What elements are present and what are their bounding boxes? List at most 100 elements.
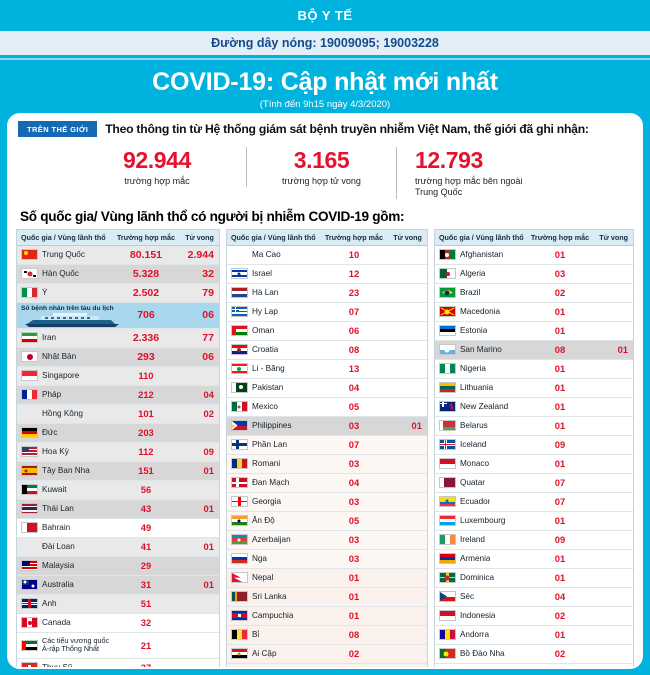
table-row[interactable]: Nigeria 01 <box>434 359 633 379</box>
table-row[interactable]: Israel 12 <box>226 264 427 284</box>
table-row[interactable]: Đan Mạch 04 <box>226 473 427 493</box>
header-deaths: Tử vong <box>185 232 214 242</box>
table-row[interactable]: Iran 2.336 77 <box>17 328 219 348</box>
deaths-value: 01 <box>203 579 214 590</box>
table-row[interactable]: Anh 51 <box>17 594 219 614</box>
table-row[interactable]: Các tiểu vương quốc Ả-rập Thống Nhất 21 <box>17 632 219 659</box>
table-row[interactable]: Mexico 05 <box>226 397 427 417</box>
table-row[interactable]: Singapore 110 <box>17 366 219 386</box>
table-row[interactable]: Trung Quốc 80.151 2.944 <box>17 245 219 265</box>
content-card: TRÊN THẾ GIỚI Theo thông tin từ Hệ thống… <box>7 113 643 669</box>
cases-value: 01 <box>348 572 360 583</box>
table-row[interactable]: Azerbaijan 03 <box>226 530 427 550</box>
country-name: Campuchia <box>251 611 294 620</box>
country-table-2: Quốc gia / Vùng lãnh thổ Trường hợp mắc Tử… <box>225 228 428 669</box>
cases-value: 01 <box>323 667 385 669</box>
table-row[interactable]: Pháp 212 04 <box>17 385 219 405</box>
table-row[interactable]: Estonia 01 <box>434 321 633 341</box>
table-row[interactable]: Ecuador 07 <box>434 492 633 512</box>
table-row[interactable]: Campuchia 01 <box>226 606 427 626</box>
table-row[interactable]: Ma Cao 10 <box>226 245 427 265</box>
table-row[interactable]: Lithuania 01 <box>434 378 633 398</box>
table-row[interactable]: Romani 03 <box>226 454 427 474</box>
table-row[interactable]: Hồng Kông 101 02 <box>17 404 219 424</box>
table-row[interactable]: Malaysia 29 <box>17 556 219 576</box>
country-name: Bahrain <box>42 523 71 532</box>
table-row[interactable]: Nga 03 <box>226 549 427 569</box>
deaths-value: 32 <box>202 267 214 280</box>
cases-value: 07 <box>554 477 566 488</box>
table-row[interactable]: Monaco 01 <box>434 454 633 474</box>
table-row[interactable]: Bahrain 49 <box>17 518 219 538</box>
table-row[interactable]: Thụy Sỹ 37 <box>17 658 219 667</box>
table-row[interactable]: Macedonia 01 <box>434 302 633 322</box>
table-row[interactable]: Hoa Kỳ 112 09 <box>17 442 219 462</box>
table-row[interactable]: Latvia 01 <box>226 663 427 669</box>
flag-by-icon <box>438 420 456 431</box>
flag-au-icon <box>21 579 38 590</box>
country-cell: Campuchia <box>227 610 323 621</box>
table-row[interactable]: Iceland 09 <box>434 435 633 455</box>
country-name: Đài Loan <box>42 542 75 551</box>
table-row[interactable]: Kuwait 56 <box>17 480 219 500</box>
table-row[interactable]: Croatia 08 <box>226 340 427 360</box>
table-row[interactable]: Georgia 03 <box>226 492 427 512</box>
table-row[interactable]: Tây Ban Nha 151 01 <box>17 461 219 481</box>
flag-it-icon <box>21 287 38 298</box>
table-row[interactable]: San Marino 08 01 <box>434 340 633 360</box>
table-row[interactable]: Nhật Bản 293 06 <box>17 347 219 367</box>
table-row[interactable]: Andorra 01 <box>434 625 633 645</box>
table-row[interactable]: Bỉ 08 <box>226 625 427 645</box>
table-row[interactable]: Đức 203 <box>17 423 219 443</box>
table-row[interactable]: Oman 06 <box>226 321 427 341</box>
table-row[interactable]: Ý 2.502 79 <box>17 283 219 303</box>
country-cell: Li - Băng <box>227 363 323 374</box>
country-name: Ecuador <box>459 497 491 506</box>
table-row[interactable]: Brazil 02 <box>434 283 633 303</box>
table-row[interactable]: Jordan 01 <box>434 663 633 669</box>
cases-value: 23 <box>348 287 360 298</box>
table-row[interactable]: Indonesia 02 <box>434 606 633 626</box>
table-row[interactable]: Ấn Độ 05 <box>226 511 427 531</box>
table-row[interactable]: Pakistan 04 <box>226 378 427 398</box>
table-row[interactable]: Hy Lạp 07 <box>226 302 427 322</box>
flag-th-icon <box>21 503 38 514</box>
country-name: Ireland <box>459 535 485 544</box>
country-name: Hy Lạp <box>251 307 278 316</box>
table-row[interactable]: Số bệnh nhân trên tàu du lịch 706 06 <box>17 302 219 329</box>
table-row[interactable]: Ai Cập 02 <box>226 644 427 664</box>
table-row[interactable]: New Zealand 01 <box>434 397 633 417</box>
country-name: Jordan <box>460 668 485 669</box>
table-row[interactable]: Phần Lan 07 <box>226 435 427 455</box>
stat-value: 3.165 <box>293 147 350 173</box>
cases-value: 112 <box>138 446 154 457</box>
table-row[interactable]: Li - Băng 13 <box>226 359 427 379</box>
table-row[interactable]: Hàn Quốc 5.328 32 <box>17 264 219 284</box>
table-row[interactable]: Ireland 09 <box>434 530 633 550</box>
country-cell: Latvia <box>227 667 323 669</box>
table-row[interactable]: Australia 31 01 <box>17 575 219 595</box>
table-row[interactable]: Quatar 07 <box>434 473 633 493</box>
table-row[interactable]: Đài Loan 41 01 <box>17 537 219 557</box>
table-row[interactable]: Afghanistan 01 <box>434 245 633 265</box>
flag-lv-icon <box>231 667 248 669</box>
table-row[interactable]: Armenia 01 <box>434 549 633 569</box>
country-cell: Hồng Kông <box>17 408 115 419</box>
table-row[interactable]: Séc 04 <box>434 587 633 607</box>
deaths-value: 06 <box>202 350 214 363</box>
table-row[interactable]: Belarus 01 <box>434 416 633 436</box>
table-row[interactable]: Bồ Đào Nha 02 <box>434 644 633 664</box>
cases-value: 13 <box>348 363 360 374</box>
table-row[interactable]: Dominica 01 <box>434 568 633 588</box>
table-row[interactable]: Philippines 03 01 <box>226 416 427 436</box>
hotline-text: Đường dây nóng: 19009095; 19003228 <box>211 36 439 50</box>
table-row[interactable]: Algeria 03 <box>434 264 633 284</box>
table-row[interactable]: Thái Lan 43 01 <box>17 499 219 519</box>
table-row[interactable]: Sri Lanka 01 <box>226 587 427 607</box>
table-row[interactable]: Canada 32 <box>17 613 219 633</box>
country-name: Hàn Quốc <box>42 269 79 278</box>
table-row[interactable]: Hà Lan 23 <box>226 283 427 303</box>
table-row[interactable]: Nepal 01 <box>226 568 427 588</box>
table-row[interactable]: Luxembourg 01 <box>434 511 633 531</box>
